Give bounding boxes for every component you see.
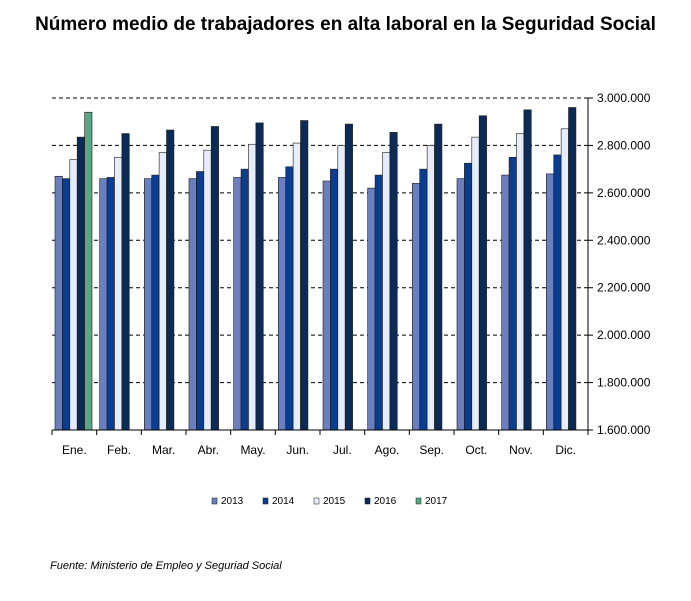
bar-2014-10	[508, 156, 517, 431]
axes	[51, 97, 593, 435]
bar-2013-9	[456, 178, 465, 431]
bar-2014-11	[553, 154, 562, 431]
bar-2014-7	[374, 174, 383, 431]
y-tick-label: 2.600.000	[597, 186, 651, 200]
bar-2016-9	[478, 115, 487, 431]
x-tick-label: Feb.	[107, 443, 131, 457]
bar-2016-3	[210, 126, 219, 431]
bar-2015-11	[560, 128, 569, 431]
bar-2015-9	[471, 136, 480, 431]
y-tick-label: 3.000.000	[597, 91, 651, 105]
y-tick-label: 2.000.000	[597, 328, 651, 342]
grid-lines	[52, 97, 588, 384]
bar-2016-5	[300, 120, 309, 431]
bar-2013-8	[412, 183, 421, 431]
bar-2015-0	[69, 159, 78, 431]
bar-2016-2	[166, 129, 175, 431]
legend: 2013 2014 2015 2016 2017	[211, 496, 448, 507]
y-tick-labels: 1.600.000 1.800.000 2.000.000 2.200.000 2.40…	[597, 91, 651, 437]
bar-2014-8	[419, 168, 428, 431]
bar-2016-8	[434, 123, 443, 431]
bar-2015-4	[248, 143, 257, 431]
bar-2015-7	[382, 152, 391, 431]
bar-2014-6	[330, 168, 339, 431]
bar-2014-0	[62, 178, 71, 431]
legend-label-2015: 2015	[323, 496, 346, 507]
x-tick-label: May.	[240, 443, 265, 457]
chart-title: Número medio de trabajadores en alta lab…	[35, 14, 656, 35]
bar-2014-5	[285, 166, 294, 431]
bar-2015-1	[114, 156, 123, 431]
x-tick-label: Sep.	[419, 443, 444, 457]
x-tick-label: Mar.	[152, 443, 175, 457]
y-tick-label: 1.600.000	[597, 423, 651, 437]
legend-label-2014: 2014	[272, 496, 295, 507]
legend-label-2013: 2013	[221, 496, 244, 507]
x-tick-label: Ago.	[375, 443, 400, 457]
y-tick-label: 2.400.000	[597, 233, 651, 247]
bar-2016-1	[121, 133, 130, 431]
bar-2013-4	[233, 177, 242, 431]
bar-2013-1	[99, 178, 108, 431]
x-tick-label: Dic.	[555, 443, 576, 457]
bar-2016-0	[76, 136, 85, 431]
bar-marks	[54, 107, 577, 431]
bar-2016-4	[255, 122, 264, 431]
legend-swatch-2017	[415, 497, 422, 505]
bar-2014-2	[151, 174, 160, 431]
x-tick-label: Jul.	[333, 443, 352, 457]
legend-swatch-2014	[262, 497, 269, 505]
bar-2014-1	[106, 177, 115, 431]
x-tick-label: Nov.	[509, 443, 533, 457]
bar-2013-3	[188, 178, 197, 431]
bar-2014-9	[464, 162, 473, 431]
bar-2015-8	[426, 145, 435, 431]
x-tick-label: Oct.	[465, 443, 487, 457]
bar-2015-5	[292, 142, 301, 431]
bar-2014-3	[196, 171, 205, 431]
x-tick-label: Jun.	[286, 443, 309, 457]
x-tick-label: Ene.	[62, 443, 87, 457]
bar-2013-6	[322, 180, 331, 431]
y-tick-label: 2.800.000	[597, 138, 651, 152]
bar-2015-6	[337, 145, 346, 431]
bar-2017-0	[84, 111, 93, 431]
bar-2016-11	[568, 107, 577, 431]
bar-2013-5	[278, 177, 287, 431]
x-tick-labels: Ene. Feb. Mar. Abr. May. Jun. Jul. Ago. Sep. Oct.…	[62, 443, 576, 457]
bar-2016-10	[523, 109, 532, 431]
bar-2016-7	[389, 132, 398, 431]
x-tick-label: Abr.	[198, 443, 219, 457]
bar-2014-4	[240, 168, 249, 431]
source-note: Fuente: Ministerio de Empleo y Seguriad …	[50, 560, 282, 572]
legend-swatch-2013	[211, 497, 218, 505]
legend-label-2017: 2017	[425, 496, 448, 507]
bar-2015-2	[158, 152, 167, 431]
legend-swatch-2016	[364, 497, 371, 505]
bar-2013-7	[367, 187, 376, 431]
bar-2016-6	[344, 123, 353, 431]
y-tick-label: 1.800.000	[597, 376, 651, 390]
bar-2013-10	[501, 174, 510, 431]
y-tick-label: 2.200.000	[597, 281, 651, 295]
bar-2013-0	[54, 175, 63, 431]
legend-swatch-2015	[313, 497, 320, 505]
legend-label-2016: 2016	[374, 496, 397, 507]
bar-2015-3	[203, 149, 212, 431]
bar-2013-11	[546, 173, 555, 431]
bar-2013-2	[144, 178, 153, 431]
bar-2015-10	[516, 133, 525, 431]
